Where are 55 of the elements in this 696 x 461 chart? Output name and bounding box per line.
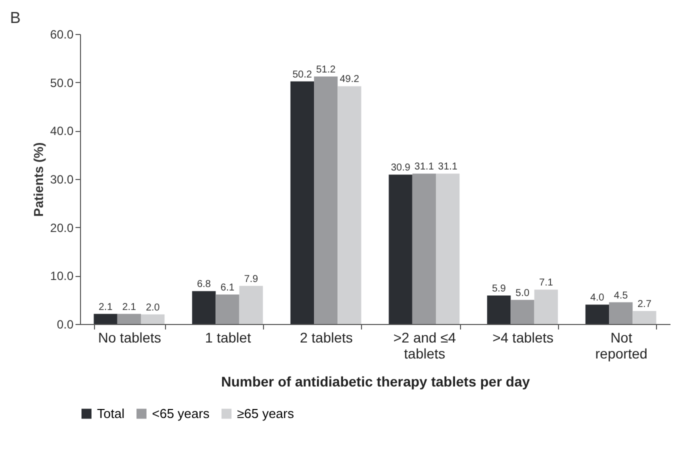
- data-label: 6.8: [196, 279, 212, 290]
- data-label: 31.1: [438, 162, 458, 173]
- data-label: 2.0: [146, 302, 160, 314]
- data-label: 2.1: [122, 302, 137, 313]
- y-tick-label: 50.0: [50, 76, 74, 90]
- bar: [534, 290, 558, 324]
- bar: [216, 294, 240, 324]
- bar: [140, 314, 165, 324]
- data-label: 51.2: [316, 64, 336, 76]
- bar: [609, 302, 633, 324]
- data-label: 4.5: [614, 290, 628, 302]
- data-label: 7.1: [539, 278, 554, 289]
- x-tick-label: 1 tablet: [205, 330, 252, 346]
- bar: [412, 174, 436, 324]
- legend-label: <65 years: [152, 406, 210, 421]
- y-tick-label: 60.0: [50, 28, 74, 42]
- x-tick-label: >4 tablets: [492, 330, 554, 346]
- bar: [192, 291, 216, 324]
- chart-title: B: [10, 10, 21, 27]
- x-tick-label: 2 tablets: [300, 330, 353, 346]
- data-label: 49.2: [340, 74, 360, 86]
- data-label: 30.9: [390, 162, 411, 174]
- data-label: 50.2: [292, 69, 312, 80]
- legend-label: ≥65 years: [237, 406, 294, 421]
- y-tick-label: 10.0: [50, 269, 74, 284]
- y-tick-label: 30.0: [50, 172, 74, 186]
- legend-label: Total: [97, 406, 125, 421]
- bar: [290, 81, 314, 324]
- bar: [510, 300, 534, 324]
- bar: [388, 174, 412, 324]
- x-tick-label: No tablets: [98, 330, 162, 346]
- y-tick-label: 40.0: [50, 124, 74, 138]
- bar: [239, 286, 263, 324]
- bar: [314, 76, 338, 324]
- bar: [117, 314, 141, 324]
- data-label: 5.9: [492, 283, 506, 294]
- data-label: 4.0: [590, 292, 605, 304]
- bar: [632, 310, 656, 324]
- bar: [436, 174, 460, 324]
- data-label: 7.9: [244, 274, 258, 285]
- bar: [338, 86, 362, 324]
- data-label: 5.0: [516, 288, 530, 299]
- bar: [487, 295, 511, 324]
- x-axis-title: Number of antidiabetic therapy tablets per day: [221, 374, 530, 390]
- y-tick-label: 20.0: [50, 220, 74, 235]
- x-tick-label: >2 and ≤4 tablets: [393, 330, 456, 362]
- data-label: 2.7: [637, 298, 652, 310]
- bar: [585, 304, 610, 324]
- data-label: 2.1: [98, 302, 113, 313]
- x-tick-label: Not reported: [595, 330, 648, 362]
- y-axis-title: Patients (%): [31, 142, 46, 217]
- data-label: 31.1: [414, 162, 434, 173]
- data-label: 6.1: [220, 282, 235, 294]
- y-tick-label: 0.0: [56, 318, 74, 332]
- bar: [94, 314, 118, 324]
